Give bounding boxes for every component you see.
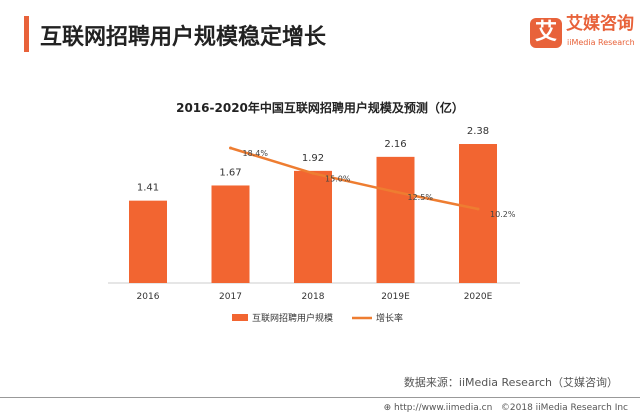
x-tick-label: 2016 <box>137 292 160 302</box>
footer: ⊕ http://www.iimedia.cn ©2018 iiMedia Re… <box>384 402 628 414</box>
logo-mark: 艾 <box>530 18 562 48</box>
footer-copyright: ©2018 iiMedia Research Inc <box>500 403 628 413</box>
globe-icon: ⊕ <box>383 403 395 413</box>
page-title: 互联网招聘用户规模稳定增长 <box>40 25 327 50</box>
bar-label: 2.38 <box>467 126 489 137</box>
chart-title: 2016-2020年中国互联网招聘用户规模及预测（亿） <box>176 100 464 115</box>
bar <box>129 200 167 283</box>
growth-point <box>394 190 397 194</box>
x-tick-label: 2018 <box>302 292 325 302</box>
bar <box>294 170 332 283</box>
x-tick-label: 2019E <box>381 292 410 302</box>
footer-url[interactable]: http://www.iimedia.cn <box>394 403 493 413</box>
x-tick-label: 2017 <box>219 292 242 302</box>
bar-label: 2.16 <box>384 139 406 150</box>
growth-label: 10.2% <box>490 210 516 219</box>
growth-point <box>229 146 232 150</box>
bar <box>459 144 497 283</box>
title-accent-bar <box>24 16 29 52</box>
logo-subtext: iiMedia Research <box>567 38 635 47</box>
growth-label: 18.4% <box>243 149 269 158</box>
bar-label: 1.41 <box>137 183 159 194</box>
bar <box>376 156 415 283</box>
footer-divider <box>0 397 640 398</box>
data-source: 数据来源：iiMedia Research（艾媒咨询） <box>403 376 618 389</box>
legend-bar-swatch <box>232 314 248 321</box>
growth-label: 15.0% <box>325 174 351 183</box>
growth-label: 12.5% <box>408 193 434 202</box>
legend-line-label: 增长率 <box>376 312 403 324</box>
bar-label: 1.92 <box>302 153 324 164</box>
x-tick-label: 2020E <box>464 292 493 302</box>
legend-bar-label: 互联网招聘用户规模 <box>252 312 333 324</box>
bar <box>211 185 250 283</box>
logo-text: 艾媒咨询 <box>566 14 634 34</box>
bar-label: 1.67 <box>219 167 241 178</box>
growth-point <box>476 207 480 211</box>
growth-line <box>230 146 479 211</box>
growth-point <box>311 171 315 175</box>
